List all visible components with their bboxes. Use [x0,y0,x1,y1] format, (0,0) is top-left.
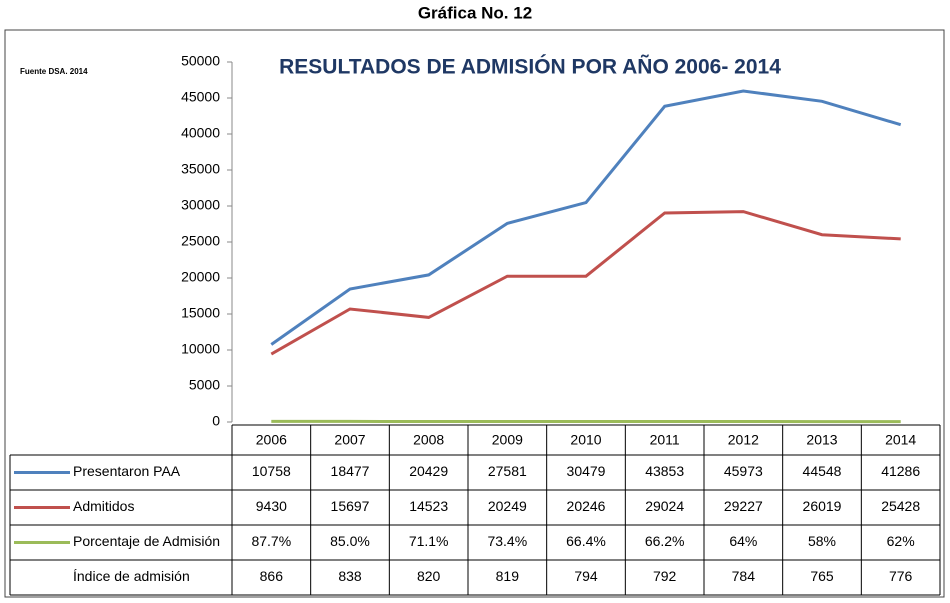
x-tick-label: 2006 [256,432,287,448]
y-tick-label: 15000 [181,305,220,321]
y-tick-label: 30000 [181,197,220,213]
x-tick-label: 2007 [334,432,365,448]
y-tick-label: 5000 [189,377,220,393]
y-tick-label: 10000 [181,341,220,357]
legend-label: Presentaron PAA [73,463,181,479]
table-cell: 838 [338,568,362,584]
table-cell: 15697 [331,498,370,514]
table-cell: 776 [889,568,913,584]
table-cell: 29227 [724,498,763,514]
table-cell: 20429 [409,463,448,479]
table-cell: 765 [810,568,834,584]
table-cell: 30479 [567,463,606,479]
table-cell: 66.4% [566,533,606,549]
x-tick-label: 2010 [570,432,601,448]
table-cell: 29024 [645,498,684,514]
table-cell: 73.4% [487,533,527,549]
table-cell: 784 [732,568,756,584]
series-line [271,212,900,355]
chart-title: RESULTADOS DE ADMISIÓN POR AÑO 2006- 201… [279,55,781,79]
x-tick-label: 2014 [885,432,916,448]
legend-label: Admitidos [73,498,134,514]
heading: Gráfica No. 12 [418,3,532,22]
x-tick-label: 2008 [413,432,444,448]
table-cell: 820 [417,568,441,584]
table-cell: 20249 [488,498,527,514]
table-cell: 62% [887,533,915,549]
table-cell: 64% [729,533,757,549]
table-cell: 819 [496,568,520,584]
table-cell: 14523 [409,498,448,514]
table-cell: 20246 [567,498,606,514]
source: Fuente DSA. 2014 [20,67,88,76]
table-cell: 66.2% [645,533,685,549]
row-label: Índice de admisión [73,568,190,584]
table-cell: 9430 [256,498,287,514]
table-cell: 85.0% [330,533,370,549]
x-tick-label: 2009 [492,432,523,448]
x-tick-label: 2011 [650,432,680,448]
y-tick-label: 20000 [181,269,220,285]
table-cell: 866 [260,568,284,584]
x-tick-label: 2012 [728,432,759,448]
table-cell: 26019 [803,498,842,514]
table-cell: 44548 [803,463,842,479]
y-tick-label: 25000 [181,233,220,249]
table-cell: 794 [574,568,598,584]
table-cell: 25428 [881,498,920,514]
y-tick-label: 0 [212,413,220,429]
y-tick-label: 35000 [181,161,220,177]
series-line [271,91,900,345]
table-cell: 87.7% [251,533,291,549]
y-tick-label: 45000 [181,89,220,105]
y-tick-label: 50000 [181,53,220,69]
table-cell: 18477 [331,463,370,479]
table-cell: 58% [808,533,836,549]
table-cell: 41286 [881,463,920,479]
table-cell: 43853 [645,463,684,479]
table-cell: 71.1% [409,533,449,549]
x-tick-label: 2013 [806,432,837,448]
legend-label: Porcentaje de Admisión [73,533,220,549]
table-cell: 10758 [252,463,291,479]
table-cell: 792 [653,568,677,584]
table-cell: 45973 [724,463,763,479]
table-cell: 27581 [488,463,527,479]
y-tick-label: 40000 [181,125,220,141]
